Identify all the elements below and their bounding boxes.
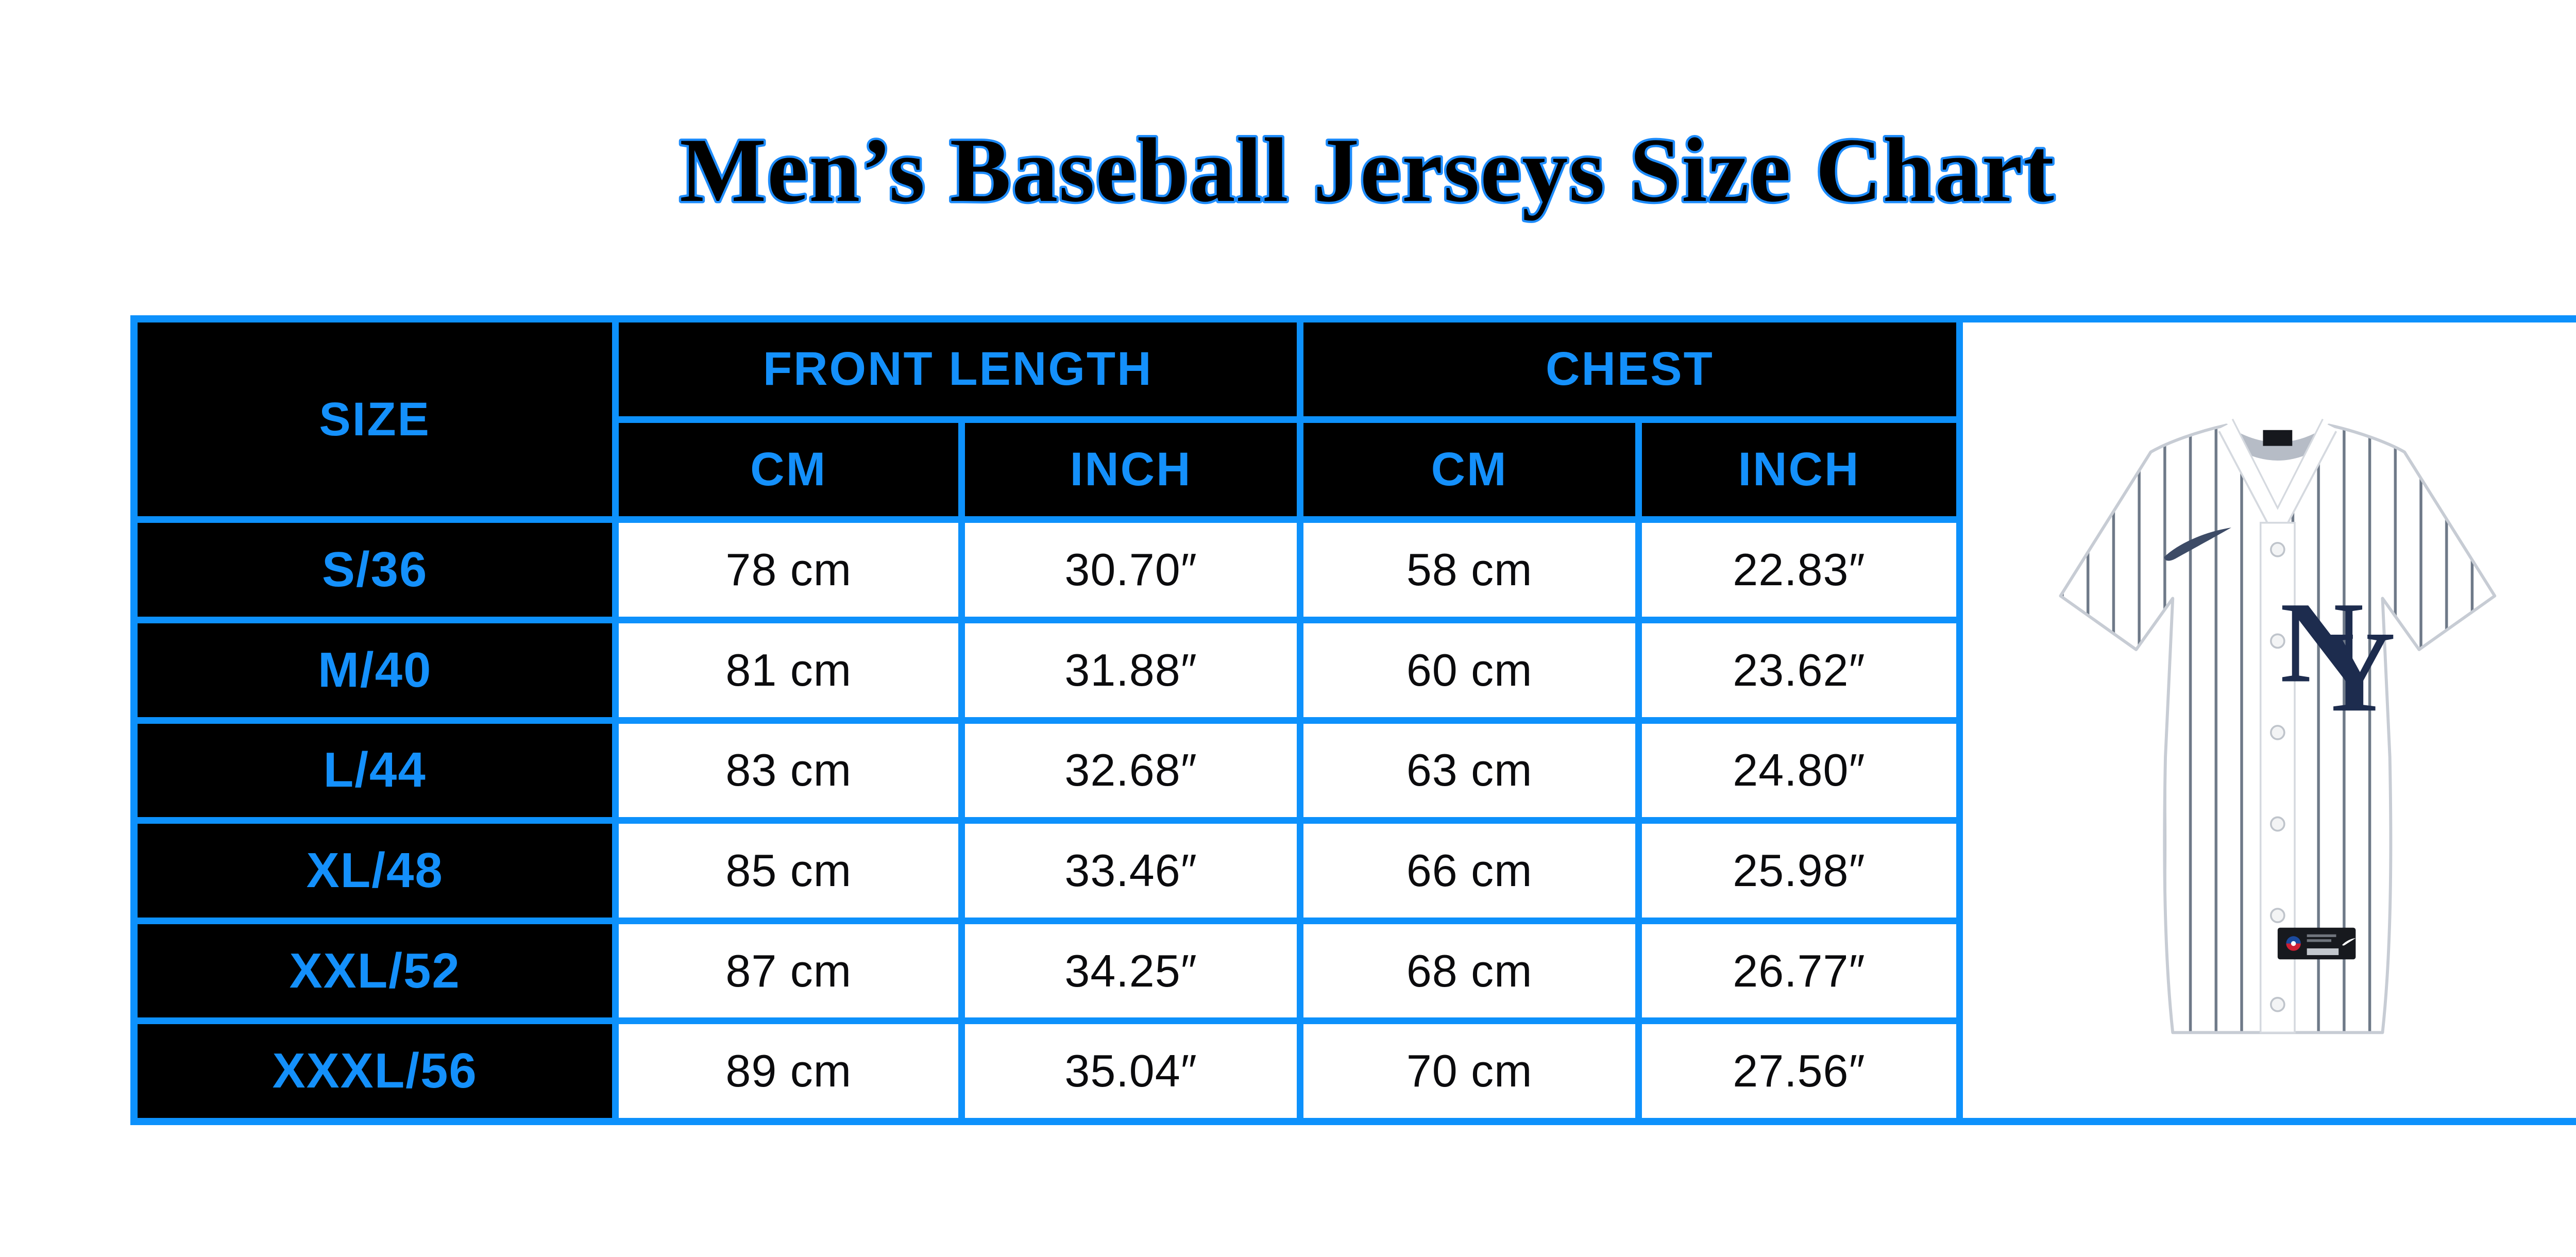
chest-cm-cell: 70 cm xyxy=(1303,1024,1636,1118)
front-length-cm-cell: 78 cm xyxy=(619,523,959,617)
front-length-cm-cell: 81 cm xyxy=(619,623,959,717)
jersey-photo-panel: N Y xyxy=(1962,322,2576,1118)
jersey-buttons xyxy=(2269,541,2285,1012)
mlb-logo xyxy=(2285,936,2301,951)
chest-cm-cell: 63 cm xyxy=(1303,723,1636,818)
size-cell: XXL/52 xyxy=(138,924,613,1018)
ny-logo-y: Y xyxy=(2312,607,2395,736)
size-cell: M/40 xyxy=(138,623,613,717)
front-inch-header: INCH xyxy=(965,422,1297,517)
jersey-image: N Y xyxy=(2059,418,2496,1034)
front-length-cm-cell: 83 cm xyxy=(619,723,959,818)
front-length-inch-cell: 31.88″ xyxy=(965,623,1297,717)
size-column-header: SIZE xyxy=(138,322,613,517)
jock-tag-swoosh-icon xyxy=(2342,938,2355,946)
page-title: Men’s Baseball Jerseys Size Chart xyxy=(680,119,2055,221)
chest-cm-cell: 60 cm xyxy=(1303,623,1636,717)
size-chart-table: SIZE FRONT LENGTH CHEST CM INCH CM INCH … xyxy=(130,315,2576,1125)
size-cell: L/44 xyxy=(138,723,613,818)
front-length-inch-cell: 35.04″ xyxy=(965,1024,1297,1118)
front-length-inch-cell: 34.25″ xyxy=(965,924,1297,1018)
chest-cm-header: CM xyxy=(1303,422,1636,517)
front-length-cm-cell: 85 cm xyxy=(619,824,959,918)
nike-swoosh-icon xyxy=(2164,527,2231,561)
front-length-group-header: FRONT LENGTH xyxy=(619,322,1297,416)
front-length-inch-cell: 32.68″ xyxy=(965,723,1297,818)
chest-inch-cell: 27.56″ xyxy=(1642,1024,1956,1118)
chest-inch-cell: 23.62″ xyxy=(1642,623,1956,717)
neck-tag xyxy=(2262,430,2292,446)
chest-inch-cell: 24.80″ xyxy=(1642,723,1956,818)
chest-cm-cell: 66 cm xyxy=(1303,824,1636,918)
collar-seam-inner xyxy=(2231,418,2324,510)
chest-inch-header: INCH xyxy=(1642,422,1956,517)
ny-logo: N Y xyxy=(2280,578,2395,736)
size-cell: XXXL/56 xyxy=(138,1024,613,1118)
front-length-cm-cell: 89 cm xyxy=(619,1024,959,1118)
page-title-area: Men’s Baseball Jerseys Size Chart xyxy=(0,95,2576,242)
chest-cm-cell: 68 cm xyxy=(1303,924,1636,1018)
front-cm-header: CM xyxy=(619,422,959,517)
front-length-cm-cell: 87 cm xyxy=(619,924,959,1018)
chest-inch-cell: 26.77″ xyxy=(1642,924,1956,1018)
jock-tag xyxy=(2277,927,2355,960)
chest-group-header: CHEST xyxy=(1303,322,1956,416)
chest-cm-cell: 58 cm xyxy=(1303,523,1636,617)
size-cell: XL/48 xyxy=(138,824,613,918)
size-cell: S/36 xyxy=(138,523,613,617)
page-title-graphic: Men’s Baseball Jerseys Size Chart xyxy=(677,117,2056,224)
front-length-inch-cell: 33.46″ xyxy=(965,824,1297,918)
chest-inch-cell: 25.98″ xyxy=(1642,824,1956,918)
ny-logo-n: N xyxy=(2280,578,2363,706)
chest-inch-cell: 22.83″ xyxy=(1642,523,1956,617)
front-length-inch-cell: 30.70″ xyxy=(965,523,1297,617)
